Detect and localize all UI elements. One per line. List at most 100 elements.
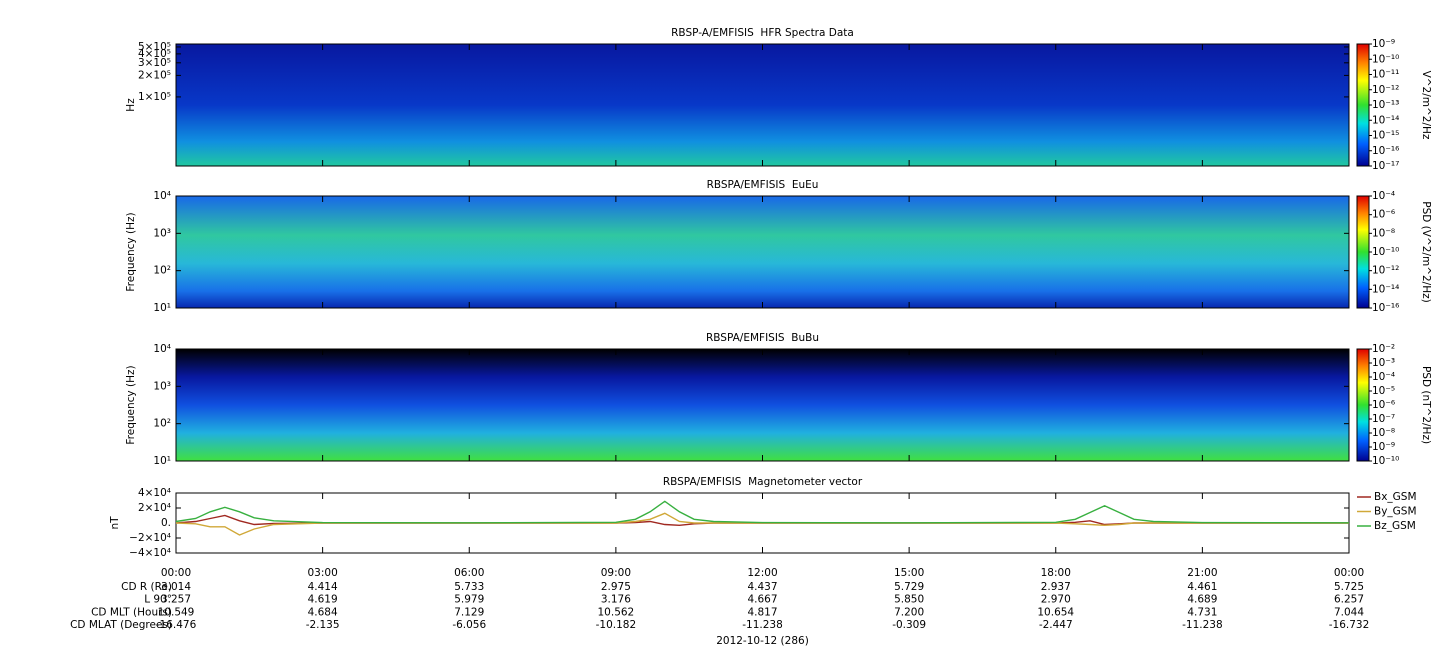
- ephemeris-value: 2.975: [601, 581, 631, 593]
- ephemeris-value: -0.309: [892, 619, 926, 631]
- panel-title: RBSP-A/EMFISIS HFR Spectra Data: [671, 27, 854, 39]
- y-axis-label: Frequency (Hz): [125, 212, 137, 291]
- x-tick-label: 18:00: [1041, 567, 1071, 579]
- ephemeris-value: 4.437: [747, 581, 777, 593]
- y-tick-label: 10²: [153, 265, 171, 277]
- colorbar-label: V^2/m^2/Hz: [1420, 71, 1432, 140]
- colorbar-tick-label: 10⁻¹⁴: [1372, 114, 1399, 126]
- ephemeris-value: 3.014: [161, 581, 191, 593]
- ephemeris-value: 4.414: [308, 581, 338, 593]
- x-tick-label: 06:00: [454, 567, 484, 579]
- colorbar-tick-label: 10⁻¹⁵: [1372, 130, 1399, 142]
- y-tick-label: 1×10⁵: [138, 91, 171, 103]
- ephemeris-value: 4.667: [747, 594, 777, 606]
- ephemeris-value: 2.937: [1041, 581, 1071, 593]
- colorbar-tick-label: 10⁻¹⁰: [1372, 246, 1399, 258]
- colorbar-tick-label: 10⁻¹⁰: [1372, 455, 1399, 467]
- ephemeris-value: -2.447: [1039, 619, 1073, 631]
- y-tick-label: −4×10⁴: [129, 547, 171, 559]
- ephemeris-value: 3.257: [161, 594, 191, 606]
- ephemeris-value: 4.461: [1187, 581, 1217, 593]
- colorbar-tick-label: 10⁻⁶: [1372, 399, 1395, 411]
- y-tick-label: 2×10⁴: [138, 502, 171, 514]
- colorbar-label: PSD (nT^2/Hz): [1420, 366, 1432, 444]
- ephemeris-label: CD R (Re): [121, 581, 172, 593]
- panel-title: RBSPA/EMFISIS BuBu: [706, 332, 819, 344]
- y-tick-label: 10⁴: [153, 190, 171, 202]
- colorbar-tick-label: 10⁻¹⁶: [1372, 145, 1399, 157]
- colorbar-tick-label: 10⁻¹²: [1372, 84, 1399, 96]
- y-tick-label: 10⁴: [153, 343, 171, 355]
- y-tick-label: 10³: [153, 380, 171, 392]
- series-line: [175, 500, 1350, 524]
- ephemeris-label: CD MLAT (Degrees): [70, 619, 172, 631]
- ephemeris-value: -16.732: [1329, 619, 1370, 631]
- spectrogram-image: [176, 349, 1349, 461]
- x-tick-label: 12:00: [747, 567, 777, 579]
- panel-title: RBSPA/EMFISIS EuEu: [707, 179, 819, 191]
- ephemeris-value: 2.970: [1041, 594, 1071, 606]
- colorbar: [1356, 43, 1370, 167]
- legend-label: Bx_GSM: [1374, 491, 1417, 503]
- y-tick-label: 0.: [161, 517, 171, 529]
- colorbar-tick-label: 10⁻³: [1372, 357, 1395, 369]
- ephemeris-value: 7.200: [894, 606, 924, 618]
- ephemeris-value: 5.729: [894, 581, 924, 593]
- y-tick-label: 2×10⁵: [138, 69, 171, 81]
- series-line: [175, 512, 1349, 536]
- legend-label: By_GSM: [1374, 506, 1417, 518]
- ephemeris-value: 5.725: [1334, 581, 1364, 593]
- ephemeris-value: -11.238: [742, 619, 783, 631]
- y-axis-label: Hz: [125, 98, 137, 112]
- colorbar-tick-label: 10⁻⁷: [1372, 413, 1395, 425]
- y-tick-label: 5×10⁵: [138, 41, 171, 53]
- y-tick-label: 10²: [153, 418, 171, 430]
- y-axis-label: nT: [109, 516, 121, 530]
- colorbar-tick-label: 10⁻⁶: [1372, 209, 1395, 221]
- ephemeris-value: 7.129: [454, 606, 484, 618]
- colorbar: [1356, 348, 1370, 462]
- colorbar-tick-label: 10⁻¹⁴: [1372, 283, 1399, 295]
- ephemeris-value: -10.182: [596, 619, 637, 631]
- colorbar-tick-label: 10⁻²: [1372, 343, 1395, 355]
- spectrogram-image: [176, 196, 1349, 308]
- x-tick-label: 09:00: [601, 567, 631, 579]
- ephemeris-label: CD MLT (Hours): [91, 606, 172, 618]
- ephemeris-value: -6.056: [452, 619, 486, 631]
- ephemeris-value: 5.979: [454, 594, 484, 606]
- colorbar-tick-label: 10⁻⁸: [1372, 427, 1395, 439]
- y-axis-label: Frequency (Hz): [125, 365, 137, 444]
- colorbar-label: PSD (V^2/m^2/Hz): [1420, 201, 1432, 302]
- x-tick-label: 21:00: [1187, 567, 1217, 579]
- x-tick-label: 03:00: [307, 567, 337, 579]
- colorbar-tick-label: 10⁻⁹: [1372, 441, 1395, 453]
- colorbar-tick-label: 10⁻¹⁷: [1372, 160, 1399, 172]
- ephemeris-value: 3.176: [601, 594, 631, 606]
- colorbar-tick-label: 10⁻¹¹: [1372, 69, 1399, 81]
- colorbar-tick-label: 10⁻¹⁶: [1372, 302, 1399, 314]
- colorbar-tick-label: 10⁻⁴: [1372, 190, 1395, 202]
- ephemeris-value: 4.817: [747, 606, 777, 618]
- series-line: [175, 514, 1349, 527]
- ephemeris-value: 7.044: [1334, 606, 1364, 618]
- ephemeris-value: 4.689: [1187, 594, 1217, 606]
- ephemeris-value: 4.731: [1187, 606, 1217, 618]
- y-tick-label: 10³: [153, 227, 171, 239]
- colorbar-tick-label: 10⁻⁸: [1372, 227, 1395, 239]
- y-tick-label: 4×10⁴: [138, 487, 171, 499]
- ephemeris-value: 5.850: [894, 594, 924, 606]
- spectrogram-image: [176, 44, 1349, 166]
- colorbar-tick-label: 10⁻⁵: [1372, 385, 1395, 397]
- colorbar-tick-label: 10⁻¹³: [1372, 99, 1399, 111]
- x-tick-label: 00:00: [161, 567, 191, 579]
- colorbar-tick-label: 10⁻⁹: [1372, 38, 1395, 50]
- legend-label: Bz_GSM: [1374, 520, 1416, 532]
- x-tick-label: 00:00: [1334, 567, 1364, 579]
- ephemeris-value: -2.135: [306, 619, 340, 631]
- y-tick-label: −2×10⁴: [129, 532, 171, 544]
- ephemeris-label: L 90°: [144, 594, 172, 606]
- colorbar-tick-label: 10⁻⁴: [1372, 371, 1395, 383]
- ephemeris-value: 5.733: [454, 581, 484, 593]
